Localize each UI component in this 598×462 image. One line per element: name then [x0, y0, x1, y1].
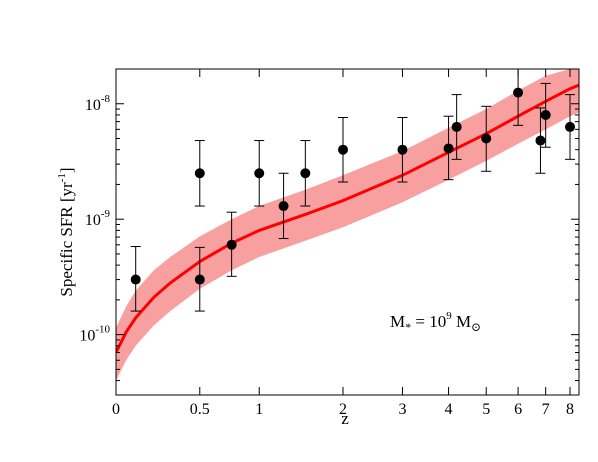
- data-point: [513, 69, 524, 126]
- plot-frame: [115, 68, 580, 396]
- data-point: [443, 115, 454, 181]
- x-tick-label: 3: [398, 401, 406, 418]
- data-marker: [535, 135, 546, 146]
- data-point: [278, 172, 289, 240]
- model-uncertainty-band: [116, 69, 579, 381]
- mass-annotation-unit: M: [452, 312, 471, 331]
- data-point: [451, 94, 462, 160]
- data-marker: [226, 239, 237, 250]
- y-tick-label: 10-8: [85, 93, 111, 114]
- data-point: [194, 140, 205, 207]
- x-axis-label: z: [341, 409, 349, 428]
- data-marker: [130, 274, 141, 285]
- data-point: [540, 82, 551, 148]
- x-tick-label: 1: [255, 401, 263, 418]
- x-tick-label: 2: [339, 401, 347, 418]
- data-marker: [451, 121, 462, 132]
- data-marker: [194, 274, 205, 285]
- data-marker: [300, 168, 311, 179]
- data-point: [565, 94, 576, 160]
- x-tick-label: 6: [514, 401, 522, 418]
- axis-ticks: 0 0.5 1 2 3 4 5 6 7 8 10-10 10-9 10-8: [79, 68, 579, 418]
- plot-area: [116, 69, 579, 381]
- mass-annotation-main: M: [390, 312, 405, 331]
- data-marker: [254, 168, 265, 179]
- data-point: [481, 105, 492, 172]
- mass-annotation: M* = 109 M⊙: [390, 310, 481, 334]
- data-point: [194, 246, 205, 312]
- x-tick-label: 0.5: [190, 401, 210, 418]
- x-tick-label: 5: [482, 401, 490, 418]
- data-points: [130, 69, 576, 312]
- model-line: [116, 83, 579, 354]
- data-marker: [513, 87, 524, 98]
- y-axis-label: Specific SFR [yr-1]: [56, 167, 76, 296]
- y-axis-label-main: Specific SFR [yr: [57, 182, 76, 297]
- mass-annotation-sup: 9: [446, 310, 452, 322]
- data-point: [397, 117, 408, 183]
- x-tick-label: 4: [445, 401, 453, 418]
- x-tick-label: 8: [566, 401, 574, 418]
- y-tick-label: 10-10: [79, 324, 110, 345]
- data-marker: [565, 121, 576, 132]
- data-point: [130, 246, 141, 312]
- y-axis-label-sup: -1: [56, 173, 68, 182]
- data-marker: [194, 168, 205, 179]
- data-point: [226, 211, 237, 277]
- data-marker: [481, 133, 492, 144]
- x-tick-label: 7: [542, 401, 550, 418]
- mass-annotation-eq: = 10: [411, 312, 446, 331]
- data-marker: [397, 144, 408, 155]
- data-point: [535, 107, 546, 174]
- mass-annotation-sub: *: [405, 320, 411, 334]
- data-marker: [278, 201, 289, 212]
- y-axis-label-end: ]: [57, 167, 76, 173]
- data-marker: [338, 144, 349, 155]
- data-marker: [540, 109, 551, 120]
- data-point: [338, 117, 349, 183]
- data-marker: [443, 143, 454, 154]
- x-tick-label: 0: [112, 401, 120, 418]
- data-point: [254, 140, 265, 207]
- y-tick-label: 10-9: [85, 208, 111, 229]
- mass-annotation-unit-sub: ⊙: [471, 320, 481, 334]
- data-point: [300, 140, 311, 207]
